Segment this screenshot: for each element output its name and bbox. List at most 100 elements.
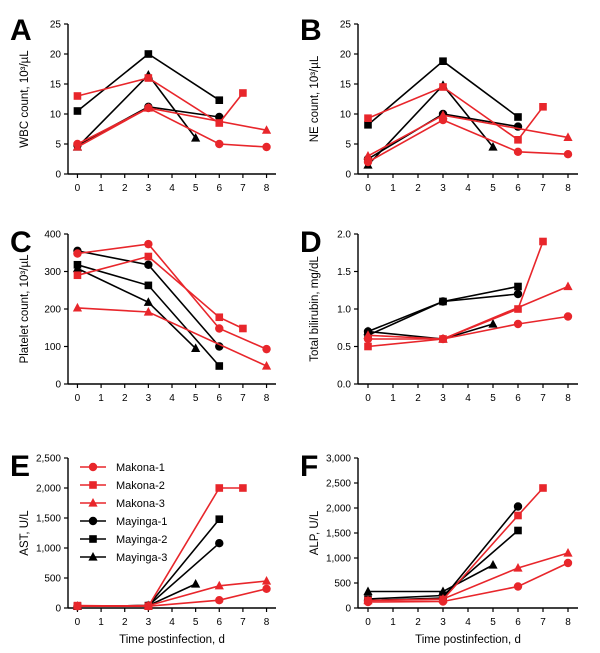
x-tick-label: 5 xyxy=(193,617,199,628)
y-axis-label: Total bilirubin, mg/dL xyxy=(309,256,321,362)
y-tick-label: 1,000 xyxy=(36,544,61,555)
x-tick-label: 2 xyxy=(415,617,421,628)
data-point xyxy=(215,139,224,149)
series-line xyxy=(367,119,569,163)
series-makona-2 xyxy=(73,74,247,127)
data-point xyxy=(514,282,522,291)
data-point xyxy=(513,582,523,591)
data-point xyxy=(144,50,153,58)
data-point xyxy=(364,121,372,129)
data-point xyxy=(363,330,373,339)
panel-a: A 0 5 10 15 20 25 0 1 2 3 4 5 6 7 8 WBC count, 10³/µL xyxy=(10,14,276,194)
y-tick-label: 20 xyxy=(50,50,62,61)
y-tick-label: 0 xyxy=(55,380,61,391)
series-line xyxy=(77,255,244,330)
data-point xyxy=(438,110,448,119)
legend-entry: Mayinga-3 xyxy=(80,552,167,564)
y-tick-label: 15 xyxy=(340,80,352,91)
legend-marker xyxy=(88,516,98,526)
legend-marker xyxy=(88,498,98,507)
y-tick-label: 2,500 xyxy=(36,454,61,465)
x-tick-label: 2 xyxy=(122,183,128,194)
y-tick-label: 5 xyxy=(55,140,61,151)
series-makona-3 xyxy=(72,302,272,370)
x-axis-label: Time postinfection, d xyxy=(415,634,521,646)
series-line xyxy=(77,583,196,607)
series-line xyxy=(368,315,569,340)
data-point xyxy=(364,342,372,351)
y-tick-label: 0 xyxy=(345,604,351,615)
x-tick-label: 4 xyxy=(169,617,175,628)
x-tick-label: 6 xyxy=(216,393,222,404)
data-point xyxy=(262,344,271,354)
x-axis-label: Time postinfection, d xyxy=(119,634,225,646)
data-point xyxy=(215,484,224,492)
data-point xyxy=(215,119,224,127)
x-tick-label: 3 xyxy=(440,183,446,194)
series-line xyxy=(77,243,267,350)
data-point xyxy=(214,580,224,590)
y-tick-label: 1.0 xyxy=(337,305,351,316)
panel-letter: F xyxy=(300,450,318,483)
data-point xyxy=(239,484,247,492)
x-tick-label: 6 xyxy=(216,183,222,194)
data-point xyxy=(144,74,153,82)
data-point xyxy=(563,150,573,159)
data-point xyxy=(563,132,573,141)
data-point xyxy=(514,526,522,535)
data-point xyxy=(363,157,373,167)
series-line xyxy=(367,86,544,141)
series-makona-2 xyxy=(73,252,247,333)
data-point xyxy=(73,107,82,115)
x-tick-label: 7 xyxy=(540,393,546,404)
x-tick-label: 5 xyxy=(490,617,496,628)
data-point xyxy=(363,151,373,160)
x-tick-label: 4 xyxy=(169,183,175,194)
x-tick-label: 3 xyxy=(146,393,152,404)
y-tick-label: 0 xyxy=(55,170,61,181)
data-point xyxy=(191,343,201,352)
x-tick-label: 6 xyxy=(515,183,521,194)
x-tick-label: 3 xyxy=(146,183,152,194)
x-tick-label: 3 xyxy=(146,617,152,628)
series-mayinga-2 xyxy=(73,50,224,115)
data-point xyxy=(488,560,498,569)
legend-label: Mayinga-1 xyxy=(116,516,167,528)
y-tick-label: 5 xyxy=(345,140,351,151)
data-point xyxy=(261,361,272,370)
legend-marker xyxy=(89,535,97,543)
x-tick-label: 2 xyxy=(415,393,421,404)
data-point xyxy=(73,249,82,258)
data-point xyxy=(439,297,447,306)
x-tick-label: 3 xyxy=(440,393,446,404)
data-point xyxy=(215,362,224,370)
y-tick-label: 1.5 xyxy=(337,267,351,278)
x-tick-label: 2 xyxy=(122,393,128,404)
x-tick-label: 7 xyxy=(240,617,246,628)
data-point xyxy=(239,89,247,97)
series-line xyxy=(367,552,569,602)
y-tick-label: 0 xyxy=(345,170,351,181)
x-tick-label: 1 xyxy=(98,393,104,404)
data-point xyxy=(73,92,82,100)
data-point xyxy=(513,147,523,156)
legend-marker xyxy=(88,552,98,561)
data-point xyxy=(143,297,153,306)
series-mayinga-1 xyxy=(363,289,523,336)
x-tick-label: 8 xyxy=(264,617,270,628)
x-tick-label: 7 xyxy=(540,617,546,628)
x-tick-label: 7 xyxy=(540,183,546,194)
data-point xyxy=(215,342,224,351)
data-point xyxy=(144,239,153,249)
y-tick-label: 500 xyxy=(44,574,61,585)
data-point xyxy=(72,601,83,610)
legend-entry: Makona-1 xyxy=(80,462,165,474)
data-point xyxy=(563,548,573,557)
x-tick-label: 2 xyxy=(415,183,421,194)
x-tick-label: 5 xyxy=(193,183,199,194)
data-point xyxy=(488,142,498,151)
legend-marker xyxy=(88,462,98,472)
legend-entry: Makona-3 xyxy=(80,498,165,510)
y-tick-label: 300 xyxy=(44,267,61,278)
